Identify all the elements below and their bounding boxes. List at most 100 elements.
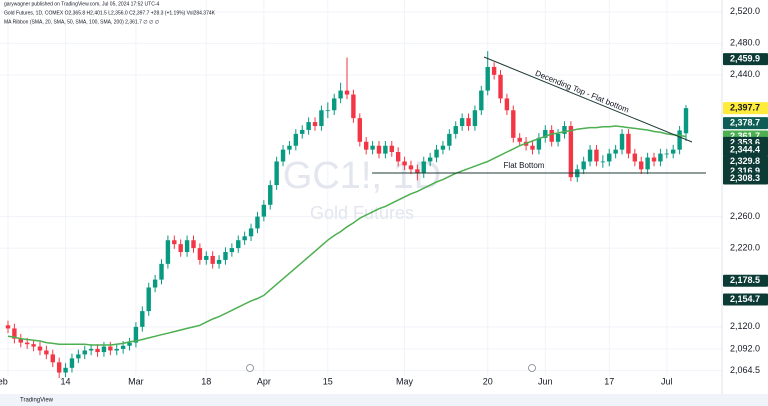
y-tick-label: 2,220.0	[730, 242, 760, 252]
candle-body	[427, 157, 433, 162]
candle-body	[242, 236, 247, 241]
candle-body	[671, 149, 676, 154]
watermark: GC1!, 1D	[283, 155, 441, 197]
candle-body	[293, 133, 299, 146]
x-tick-label: Feb	[0, 376, 8, 386]
price-label: 2,329.8	[730, 156, 760, 166]
candle-body	[504, 98, 510, 111]
candle-body	[485, 66, 490, 91]
footer-bar	[0, 394, 768, 406]
candle-body	[12, 328, 17, 339]
price-label-box	[723, 102, 768, 115]
axis: 2,064.5 2,092.0 2,120.0 2,220.0 2,260.0 2,440…	[0, 6, 768, 386]
candle-body	[415, 169, 420, 174]
candle-body	[683, 108, 689, 134]
candle-body	[140, 311, 145, 327]
x-tick-label: Apr	[257, 376, 271, 386]
candle-body	[319, 110, 324, 127]
candle-body	[677, 130, 682, 150]
price-label: 2,344.4	[730, 144, 760, 154]
y-tick-label: 2,520.0	[730, 6, 760, 16]
candle-body	[133, 326, 139, 343]
candle-body	[351, 94, 356, 119]
candle-body	[268, 185, 273, 205]
candle-body	[127, 342, 132, 346]
candle-body	[581, 161, 586, 170]
candle-body	[332, 98, 337, 111]
y-tick-label: 2,260.0	[730, 211, 760, 221]
watermark-subtitle: Gold Futures	[310, 203, 414, 223]
candle-body	[626, 133, 631, 154]
candle-body	[587, 149, 593, 162]
candle-body	[555, 133, 561, 142]
annotation: Flat Bottom	[504, 161, 545, 170]
candle-body	[383, 145, 388, 154]
marks	[5, 51, 689, 379]
candle-body	[31, 344, 36, 347]
price-label-box	[723, 117, 768, 130]
price-label: 2,308.3	[730, 173, 760, 183]
candle-body	[498, 74, 503, 99]
candle-body	[370, 145, 375, 150]
candle-body	[447, 133, 452, 146]
candle-body	[114, 348, 119, 351]
candle-body	[363, 141, 369, 150]
indicator: MA Ribbon (SMA, 20, SMA, 50, SMA, 100, S…	[4, 19, 159, 25]
candle-body	[607, 153, 612, 162]
candle-body	[172, 240, 177, 245]
candle-body	[613, 149, 618, 154]
candle-body	[459, 118, 465, 127]
candle-body	[543, 129, 548, 138]
candle-body	[287, 145, 292, 150]
candle-body	[325, 110, 331, 112]
y-tick-label: 2,480.0	[730, 38, 760, 48]
candle-body	[95, 348, 100, 353]
price-label: 2,397.7	[730, 103, 760, 113]
candle-body	[645, 157, 650, 170]
candle-body	[344, 90, 350, 95]
price-axis	[722, 0, 768, 394]
candle-body	[88, 348, 94, 351]
candle-body	[120, 345, 126, 349]
candle-body	[421, 161, 426, 174]
candle-body	[479, 90, 484, 111]
price-label-box	[723, 53, 768, 66]
candle-body	[178, 244, 183, 253]
candle-body	[338, 90, 343, 99]
candle-body	[389, 145, 394, 153]
candle-body	[568, 126, 574, 178]
candle-body	[101, 346, 107, 353]
candle-body	[549, 129, 554, 142]
candle-body	[63, 367, 68, 373]
price-label: 2,316.9	[730, 166, 760, 176]
candle-body	[159, 263, 164, 280]
candle-body	[658, 153, 663, 162]
candle-body	[56, 362, 62, 373]
x-tick-label: 17	[604, 376, 614, 386]
candle-body	[357, 118, 362, 142]
x-tick-label: 20	[483, 376, 493, 386]
candle-body	[152, 279, 158, 288]
candle-body	[236, 240, 241, 249]
candle-body	[517, 137, 522, 142]
candle-body	[472, 110, 478, 127]
moving-average	[7, 125, 687, 346]
candle-body	[216, 259, 222, 264]
candle-body	[24, 342, 30, 345]
y-tick-label: 2,092.0	[730, 343, 760, 353]
candle-body	[146, 287, 151, 312]
candle-body	[274, 161, 279, 186]
candle-body	[434, 149, 439, 158]
price-label-box	[723, 274, 768, 287]
candle-body	[255, 216, 260, 229]
y-tick-label: 2,440.0	[730, 69, 760, 79]
candle-body	[536, 137, 542, 150]
candle-body	[18, 338, 23, 343]
candle-body	[223, 252, 228, 260]
candle-body	[511, 110, 516, 138]
candle-body	[453, 126, 458, 134]
candle-body	[395, 152, 401, 162]
candle-body	[376, 145, 382, 154]
